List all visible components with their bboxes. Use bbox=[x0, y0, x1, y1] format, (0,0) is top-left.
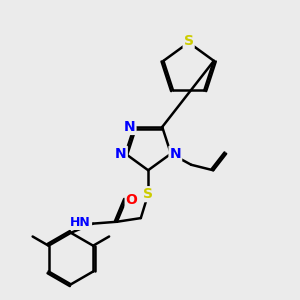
Text: N: N bbox=[124, 120, 136, 134]
Text: N: N bbox=[169, 147, 181, 161]
Text: S: S bbox=[143, 187, 153, 201]
Text: S: S bbox=[184, 34, 194, 48]
Text: O: O bbox=[126, 193, 137, 207]
Text: HN: HN bbox=[70, 216, 91, 229]
Text: N: N bbox=[115, 147, 127, 161]
